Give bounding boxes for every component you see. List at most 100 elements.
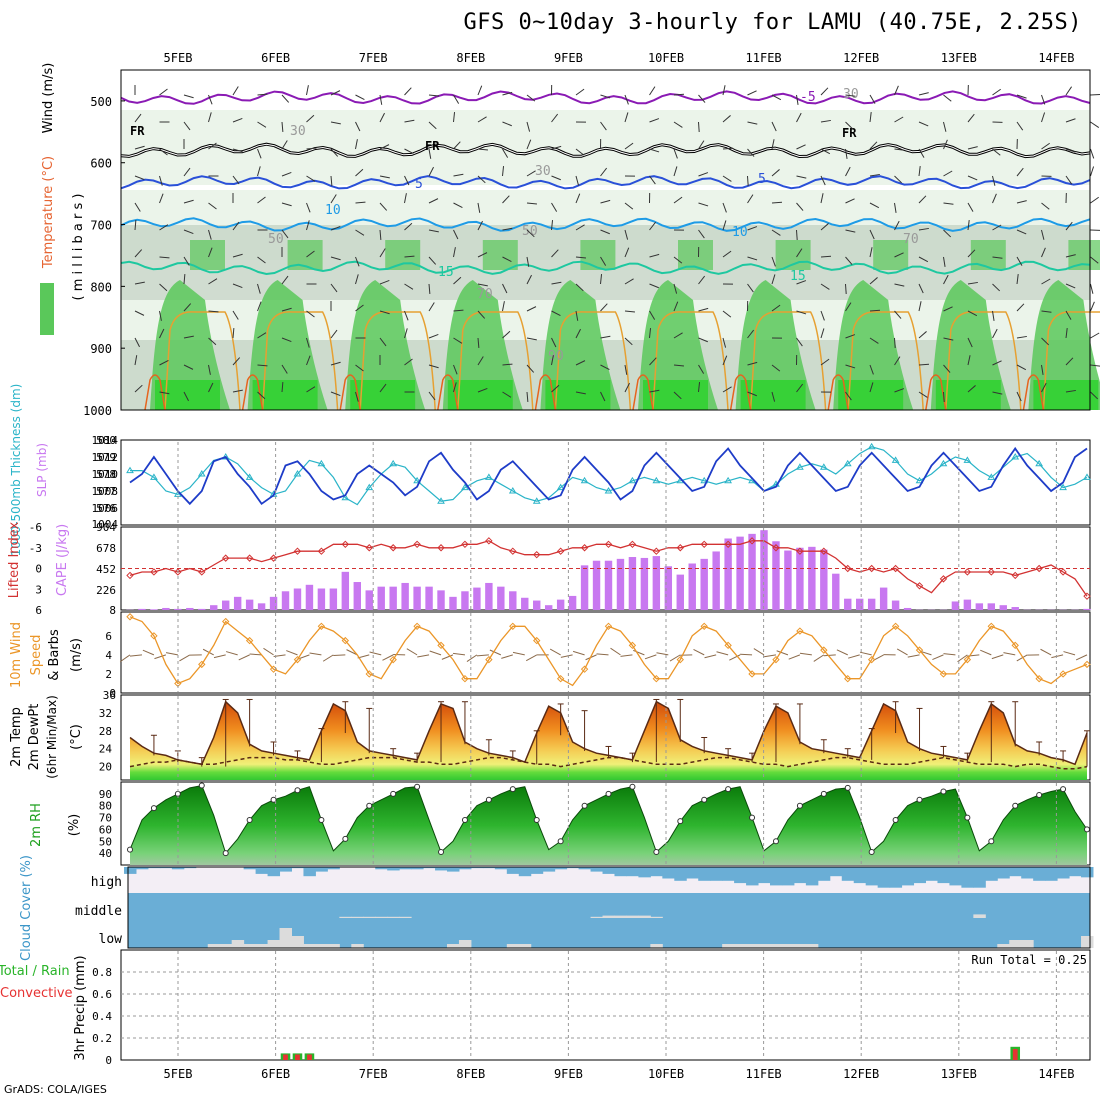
contour-label: 70 — [477, 287, 493, 302]
cape-bar — [377, 586, 385, 610]
precip-legend-convective: Convective — [0, 986, 73, 1001]
precip-convective-bar — [283, 1054, 288, 1060]
upper-y-tick-label: 800 — [90, 280, 112, 294]
lifted-index-marker — [437, 544, 445, 552]
cloud-middle-bar — [339, 916, 352, 918]
rh-marker — [892, 816, 899, 823]
cloud-low-bar — [650, 944, 663, 948]
upper-wind-barb — [208, 382, 214, 393]
rh-marker — [222, 850, 229, 857]
upper-wind-barb — [379, 202, 388, 211]
upper-wind-barb — [232, 327, 235, 339]
upper-wind-barb — [404, 310, 409, 321]
wind-speed-marker — [1083, 660, 1091, 669]
wind-barb — [213, 654, 226, 659]
upper-wind-barb — [502, 330, 511, 339]
upper-wind-barb — [624, 337, 633, 346]
upper-wind-barb — [1065, 254, 1076, 258]
wind-speed-marker — [1059, 670, 1067, 678]
rh-marker — [198, 782, 205, 789]
upper-wind-barb — [673, 256, 683, 264]
upper-wind-barb — [134, 175, 145, 181]
upper-wind-barb — [943, 337, 954, 341]
cape-bar — [748, 533, 756, 610]
upper-wind-barb — [624, 364, 628, 375]
upper-wind-barb — [673, 301, 679, 312]
cloud-high-bar — [925, 867, 938, 881]
upper-ylabel-millibars: ( m i l l i b a r s ) — [71, 194, 86, 301]
cloud-high-bar — [1021, 867, 1034, 879]
upper-wind-barb — [306, 175, 316, 182]
upper-wind-barb — [526, 170, 536, 177]
cape-bar — [664, 566, 673, 610]
bottom-date-label: 14FEB — [1038, 1067, 1074, 1081]
upper-wind-barb — [575, 148, 585, 156]
lifted-index-marker — [245, 554, 254, 562]
upper-wind-barb — [796, 280, 807, 285]
wind-bottom-label: 0 — [109, 687, 116, 700]
upper-wind-barb — [477, 85, 483, 96]
cape-bar — [305, 584, 314, 610]
upper-y-tick-label: 700 — [90, 219, 112, 233]
rh-legend-swatch — [40, 283, 54, 335]
rh-tick-label: 40 — [99, 847, 112, 860]
upper-wind-barb — [992, 175, 996, 186]
cloud-high-bar — [530, 867, 544, 874]
temp-tick-label: 28 — [99, 725, 112, 738]
cloud-high-bar — [961, 867, 974, 888]
precip-tick-label: 0 — [105, 1054, 112, 1067]
upper-wind-barb — [575, 193, 581, 204]
upper-wind-barb — [771, 201, 783, 204]
upper-wind-barb — [281, 337, 292, 343]
upper-wind-barb — [404, 193, 407, 204]
wind-barb — [286, 650, 298, 656]
wind-barb — [1040, 648, 1052, 656]
upper-wind-barb — [845, 283, 847, 295]
wind-speed-marker — [221, 617, 230, 626]
wind-barb — [309, 652, 322, 656]
upper-wind-barb — [967, 220, 970, 231]
upper-wind-barb — [771, 94, 782, 101]
cape-bar — [796, 547, 804, 610]
cape-bar — [293, 588, 302, 610]
upper-wind-barb — [281, 121, 284, 133]
upper-y-tick-label: 1000 — [83, 404, 112, 418]
rh-marker — [605, 790, 612, 797]
rh-marker — [342, 835, 349, 842]
cloud-middle-bar — [375, 916, 388, 918]
lifted-index-marker — [867, 564, 876, 573]
upper-wind-barb — [771, 121, 777, 132]
upper-wind-barb — [428, 198, 439, 204]
top-date-label: 7FEB — [359, 51, 388, 65]
upper-y-tick-label: 900 — [90, 342, 112, 356]
upper-wind-barb — [600, 274, 603, 285]
upper-wind-barb — [600, 167, 608, 177]
cape-tick-label: 678 — [96, 542, 116, 555]
cloud-middle-bar — [363, 916, 376, 918]
upper-wind-barb — [698, 229, 705, 239]
upper-wind-barb — [477, 175, 486, 184]
upper-wind-barb — [477, 220, 483, 231]
cloud-high-bar — [889, 867, 903, 888]
upper-wind-barb — [330, 194, 337, 204]
upper-wind-barb — [183, 256, 190, 266]
upper-wind-barb — [306, 337, 310, 348]
upper-wind-barb — [379, 229, 382, 241]
contour-label: 50 — [522, 224, 538, 239]
thickness-marker — [1035, 459, 1044, 467]
thickness-marker — [293, 470, 302, 477]
upper-wind-barb — [453, 112, 456, 123]
cape-bar — [281, 591, 290, 610]
upper-wind-barb — [208, 278, 218, 285]
upper-wind-barb — [232, 357, 241, 366]
thickness-marker — [221, 453, 230, 460]
cloud-high-bar — [734, 867, 747, 884]
wind-barb — [165, 652, 178, 656]
isotherm-25 — [144, 374, 166, 411]
wind-barb — [716, 651, 729, 656]
upper-wind-barb — [771, 274, 776, 285]
upper-wind-barb — [967, 385, 976, 393]
upper-wind-barb — [943, 391, 945, 403]
upper-wind-barb — [796, 175, 807, 179]
upper-wind-barb — [575, 256, 586, 259]
